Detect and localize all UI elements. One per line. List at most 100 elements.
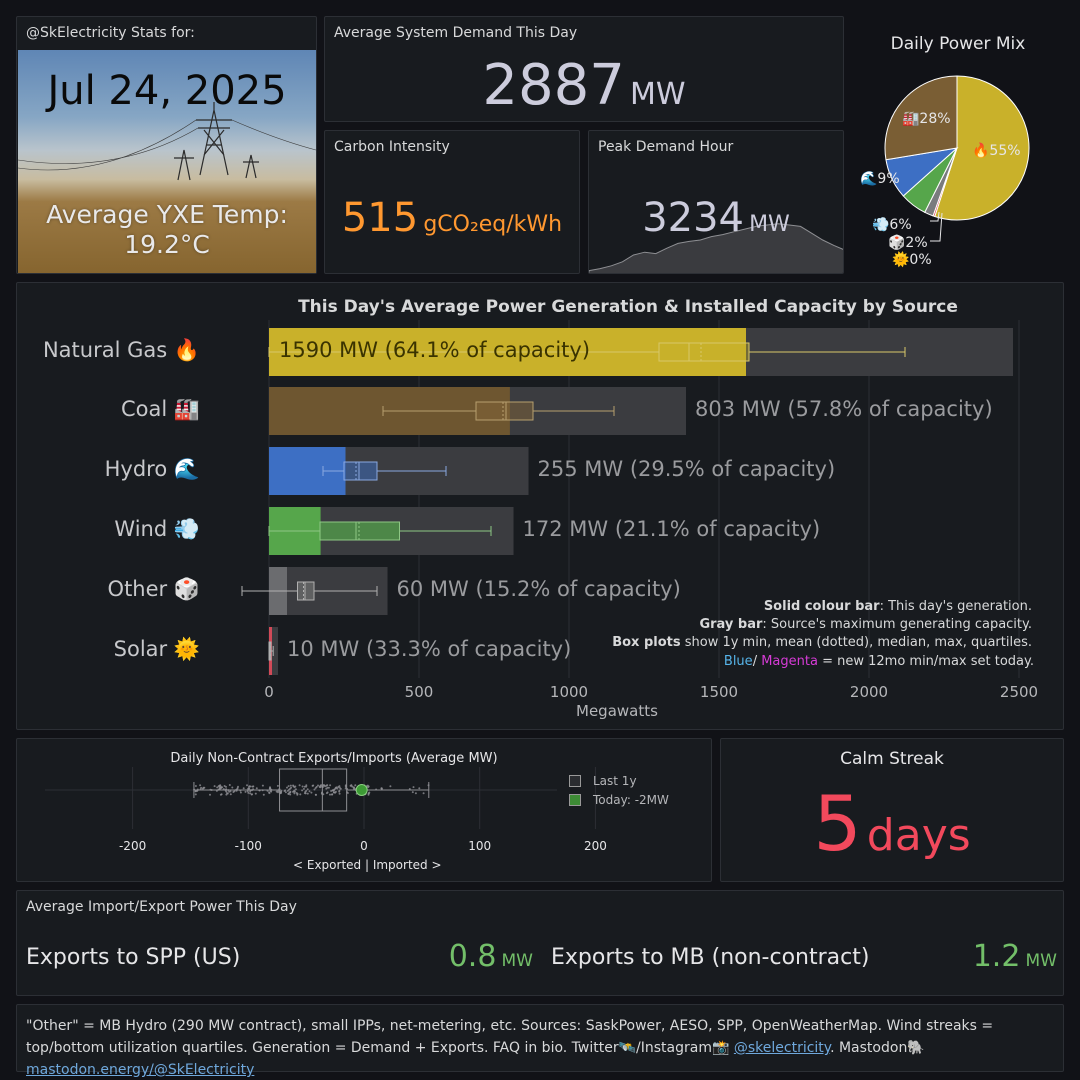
exports-point: [246, 784, 248, 787]
date-panel: @SkElectricity Stats for: Jul 24, 2025 A…: [16, 16, 317, 274]
mastodon-link[interactable]: mastodon.energy/@SkElectricity: [26, 1062, 255, 1078]
exports-point: [321, 791, 324, 794]
exports-point: [315, 785, 318, 788]
exports-point: [216, 786, 219, 789]
exports-point: [289, 784, 292, 787]
box-iqr: [343, 461, 378, 481]
exports-point: [280, 789, 283, 792]
twitter-instagram-link[interactable]: @skelectricity: [733, 1040, 831, 1056]
exports-point: [252, 788, 255, 791]
exports-xlabel: < Exported | Imported >: [293, 858, 442, 872]
exports-point: [329, 784, 332, 787]
exports-tick-label: 0: [360, 839, 368, 853]
x-tick-label: 0: [264, 683, 274, 701]
exports-point: [194, 790, 197, 793]
exports-point: [290, 786, 293, 789]
exports-point: [335, 786, 338, 789]
exports-point: [239, 789, 242, 792]
exports-point: [299, 793, 302, 796]
footer-text-part2: . Mastodon🐘: [830, 1040, 925, 1056]
exports-point: [247, 791, 250, 794]
exports-point: [252, 785, 255, 788]
exports-point: [327, 786, 330, 789]
exports-point: [287, 785, 290, 788]
exports-point: [227, 789, 230, 792]
exports-point: [301, 789, 304, 792]
category-label: Other 🎲: [107, 577, 200, 601]
exports-point: [380, 787, 383, 790]
exports-point: [270, 790, 273, 793]
note-text: show 1y min, mean (dotted), median, max,…: [680, 635, 1032, 650]
generation-chart: [241, 320, 1020, 678]
power-mix-panel: Daily Power Mix 🔥55% 🌞0% 🎲2% 💨6% 🌊9% 🏭28%: [852, 16, 1064, 274]
exports-point: [326, 791, 329, 794]
exports-point: [276, 784, 279, 787]
calm-streak-title: Calm Streak: [840, 749, 944, 769]
exports-point: [226, 792, 229, 795]
exports-point: [199, 784, 202, 787]
exports-point: [334, 790, 337, 793]
spp-unit: MW: [501, 951, 533, 971]
x-tick-label: 500: [404, 683, 434, 701]
exports-point: [333, 791, 336, 794]
exports-point: [324, 785, 327, 788]
exports-point: [221, 786, 224, 789]
exports-point: [354, 784, 357, 787]
value-label: 1590 MW (64.1% of capacity): [279, 338, 591, 362]
exports-point: [225, 788, 228, 791]
power-mix-title: Daily Power Mix: [890, 34, 1026, 54]
exports-point: [302, 787, 305, 790]
exports-point: [213, 785, 216, 788]
mb-value: 1.2: [972, 939, 1021, 974]
exports-point: [236, 788, 239, 791]
calm-streak-unit: days: [866, 810, 971, 861]
x-tick-label: 1500: [699, 683, 739, 701]
carbon-title: Carbon Intensity: [334, 139, 450, 155]
note-text: : This day's generation.: [879, 599, 1032, 614]
exports-point: [295, 792, 298, 794]
exports-point: [254, 792, 257, 795]
peak-title: Peak Demand Hour: [598, 139, 734, 155]
demand-value: 2887: [482, 53, 625, 118]
exports-point: [414, 792, 417, 795]
exports-point: [427, 784, 430, 787]
exports-point: [261, 789, 264, 792]
prairie-photo: Jul 24, 2025 Average YXE Temp: 19.2°C: [18, 50, 316, 273]
carbon-value: 515: [341, 195, 419, 241]
exports-point: [194, 785, 197, 787]
exports-point: [292, 784, 295, 787]
exports-point: [239, 791, 242, 794]
exports-point: [194, 793, 197, 796]
exports-point: [298, 784, 301, 787]
note-bold: Gray bar: [699, 617, 763, 632]
exports-point: [215, 789, 218, 792]
exports-point: [202, 786, 205, 789]
exports-tick-label: -100: [234, 839, 262, 853]
exports-point: [408, 788, 411, 790]
exports-point: [270, 788, 273, 791]
exports-point: [314, 793, 317, 796]
exports-point: [353, 786, 356, 789]
exports-point: [422, 792, 425, 795]
exports-point: [196, 789, 199, 792]
exports-tick-label: 100: [468, 839, 492, 853]
pie-label-other: 🎲2%: [888, 234, 928, 251]
value-label: 10 MW (33.3% of capacity): [287, 637, 572, 661]
exports-point: [330, 790, 333, 792]
import-export-panel: Average Import/Export Power This Day Exp…: [16, 890, 1064, 996]
box-iqr: [475, 401, 534, 421]
peak-panel: Peak Demand Hour 3234 MW: [588, 130, 844, 274]
legend-today: Today: -2MW: [569, 793, 669, 807]
exports-point: [367, 793, 370, 796]
exports-point: [293, 789, 296, 792]
demand-title: Average System Demand This Day: [334, 25, 578, 41]
exports-point: [411, 791, 414, 794]
exports-point: [351, 785, 354, 788]
exports-point: [210, 789, 213, 791]
exports-point: [266, 789, 269, 792]
pie-label-wind: 💨6%: [872, 216, 912, 233]
exports-point: [233, 790, 236, 793]
exports-point: [294, 785, 297, 788]
exports-point: [255, 787, 258, 790]
temp-value: 19.2°C: [124, 230, 210, 259]
